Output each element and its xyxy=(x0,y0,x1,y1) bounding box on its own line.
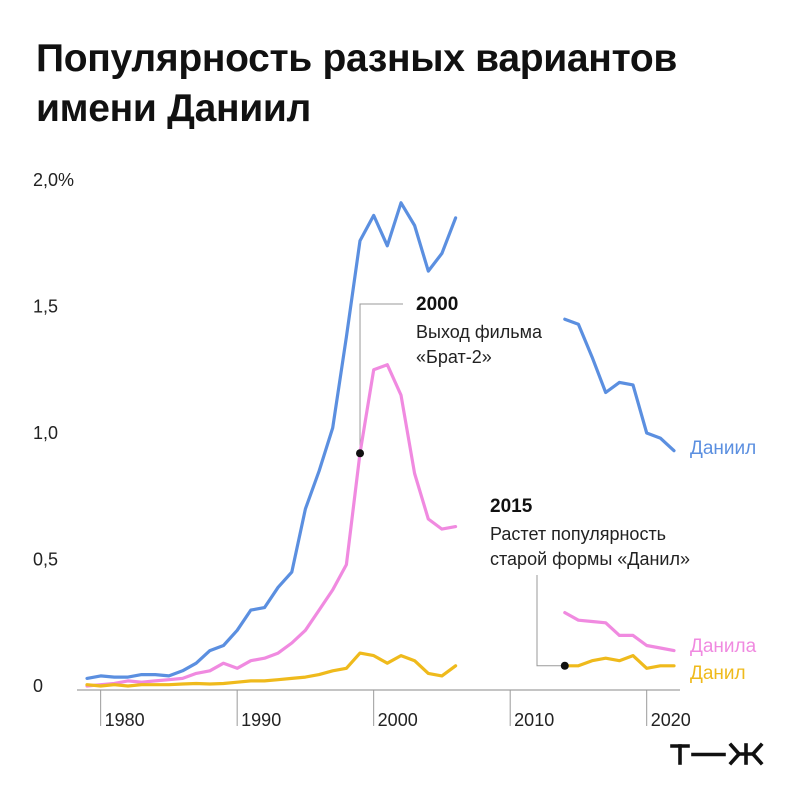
annotation-line: Растет популярность xyxy=(490,524,666,544)
x-tick-label: 2000 xyxy=(378,710,418,730)
y-tick-label: 2,0% xyxy=(33,170,74,190)
y-tick-label: 1,0 xyxy=(33,423,58,443)
series-label: Даниил xyxy=(690,438,756,459)
series-line-Данил xyxy=(563,654,676,670)
y-axis-ticks: 0 0,5 1,0 1,5 2,0% xyxy=(33,170,74,696)
series-line-Данила xyxy=(563,611,676,653)
series-labels: Даниил Данила Данил xyxy=(690,438,757,684)
annotation-leader-film xyxy=(359,303,403,454)
y-tick-label: 0,5 xyxy=(33,550,58,570)
annotation-leaders xyxy=(359,303,565,667)
tzh-logo xyxy=(670,742,764,766)
annotation-line: Выход фильма xyxy=(416,322,543,342)
chart-title: Популярность разных вариантов имени Дани… xyxy=(36,37,678,130)
x-tick-label: 2020 xyxy=(651,710,691,730)
annotation-line: «Брат-2» xyxy=(416,347,492,367)
series-line-Данил xyxy=(85,651,458,688)
annotation-texts: 2000 Выход фильма «Брат-2» 2015 Растет попул… xyxy=(416,294,690,569)
annotation-line: старой формы «Данил» xyxy=(490,549,690,569)
x-tick-label: 1990 xyxy=(241,710,281,730)
annotation-dot-film xyxy=(356,449,365,458)
series-label: Данил xyxy=(690,663,746,684)
series-lines xyxy=(85,201,676,688)
annotation-year: 2015 xyxy=(490,496,533,517)
x-tick-label: 1980 xyxy=(105,710,145,730)
x-tick-label: 2010 xyxy=(514,710,554,730)
series-line-Даниил xyxy=(85,201,458,680)
series-line-Даниил xyxy=(563,317,676,453)
series-line-Данила xyxy=(85,363,458,688)
annotation-leader-danil xyxy=(536,575,565,667)
series-label: Данила xyxy=(690,636,757,657)
annotation-dot-danil xyxy=(560,661,569,670)
annotation-dots xyxy=(356,449,569,670)
y-tick-label: 0 xyxy=(33,676,43,696)
y-tick-label: 1,5 xyxy=(33,297,58,317)
annotation-year: 2000 xyxy=(416,294,458,315)
x-axis: 1980 1990 2000 2010 2020 xyxy=(77,689,691,730)
